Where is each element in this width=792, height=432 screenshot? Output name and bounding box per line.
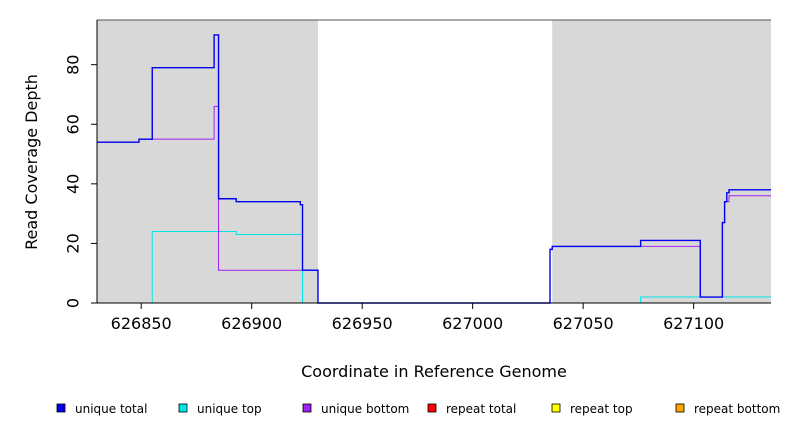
plot-background	[97, 20, 771, 303]
legend-swatch	[56, 403, 66, 413]
legend-swatch	[302, 403, 312, 413]
legend-label: repeat top	[570, 402, 633, 416]
legend: unique total unique top unique bottom repea…	[56, 402, 780, 416]
legend-item-unique-top: unique top	[178, 402, 262, 416]
y-tick-label: 40	[64, 174, 83, 194]
x-tick-label: 626900	[221, 314, 282, 333]
legend-label: repeat total	[446, 402, 516, 416]
x-tick-label: 627100	[663, 314, 724, 333]
y-tick-label: 20	[64, 233, 83, 253]
x-tick-label: 626950	[332, 314, 393, 333]
legend-label: unique top	[197, 402, 262, 416]
legend-item-repeat-top: repeat top	[551, 402, 633, 416]
y-tick-label: 60	[64, 114, 83, 134]
legend-swatch	[178, 403, 188, 413]
x-axis-title: Coordinate in Reference Genome	[301, 362, 567, 381]
legend-swatch	[551, 403, 561, 413]
x-tick-label: 627050	[553, 314, 614, 333]
legend-item-repeat-bottom: repeat bottom	[675, 402, 780, 416]
legend-swatch	[427, 403, 437, 413]
shaded-region-2	[552, 20, 771, 303]
y-tick-label: 80	[64, 55, 83, 75]
y-tick-label: 0	[64, 298, 83, 308]
x-tick-label: 627000	[442, 314, 503, 333]
legend-item-repeat-total: repeat total	[427, 402, 516, 416]
legend-label: repeat bottom	[694, 402, 780, 416]
legend-label: unique bottom	[321, 402, 409, 416]
shaded-region-1	[97, 20, 318, 303]
x-tick-label: 626850	[111, 314, 172, 333]
series-line-unique-top	[97, 231, 771, 304]
legend-item-unique-bottom: unique bottom	[302, 402, 409, 416]
legend-swatch	[675, 403, 685, 413]
y-axis-title: Read Coverage Depth	[22, 74, 41, 250]
legend-label: unique total	[75, 402, 147, 416]
axes-layer: 626850 626900 626950 627000 627050 627100 0 20 4…	[64, 19, 771, 333]
legend-item-unique-total: unique total	[56, 402, 147, 416]
